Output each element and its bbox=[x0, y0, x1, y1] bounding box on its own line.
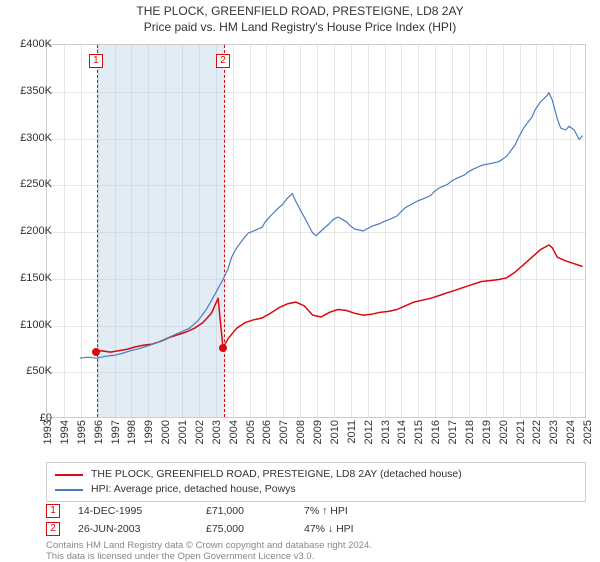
legend-label: THE PLOCK, GREENFIELD ROAD, PRESTEIGNE, … bbox=[91, 467, 462, 482]
series-price_paid bbox=[96, 245, 583, 352]
legend-item: HPI: Average price, detached house, Powy… bbox=[55, 482, 577, 497]
event-delta: 47% ↓ HPI bbox=[304, 523, 354, 535]
event-row: 2 26-JUN-2003 £75,000 47% ↓ HPI bbox=[46, 520, 586, 538]
x-tick-label: 2007 bbox=[278, 420, 290, 444]
line-layer bbox=[46, 44, 586, 418]
y-tick-label: £50K bbox=[8, 365, 52, 377]
legend-label: HPI: Average price, detached house, Powy… bbox=[91, 482, 296, 497]
x-tick-label: 2000 bbox=[160, 420, 172, 444]
x-tick-label: 2023 bbox=[548, 420, 560, 444]
event-number-box: 1 bbox=[46, 504, 60, 518]
chart-area: 12 bbox=[46, 44, 586, 418]
x-tick-label: 2018 bbox=[464, 420, 476, 444]
x-tick-label: 1993 bbox=[42, 420, 54, 444]
event-number-box: 2 bbox=[46, 522, 60, 536]
x-tick-label: 2015 bbox=[413, 420, 425, 444]
x-tick-label: 1998 bbox=[126, 420, 138, 444]
x-tick-label: 2021 bbox=[515, 420, 527, 444]
x-tick-label: 1997 bbox=[110, 420, 122, 444]
chart-title-line1: THE PLOCK, GREENFIELD ROAD, PRESTEIGNE, … bbox=[0, 4, 600, 18]
chart-title-block: THE PLOCK, GREENFIELD ROAD, PRESTEIGNE, … bbox=[0, 0, 600, 34]
y-tick-label: £300K bbox=[8, 132, 52, 144]
legend-swatch bbox=[55, 474, 83, 476]
event-price: £71,000 bbox=[206, 505, 286, 517]
event-marker-label: 2 bbox=[216, 54, 230, 68]
x-tick-label: 2002 bbox=[194, 420, 206, 444]
y-tick-label: £150K bbox=[8, 272, 52, 284]
x-tick-label: 1999 bbox=[143, 420, 155, 444]
x-tick-label: 2020 bbox=[498, 420, 510, 444]
x-tick-label: 2012 bbox=[363, 420, 375, 444]
event-marker-dot bbox=[92, 348, 100, 356]
event-date: 26-JUN-2003 bbox=[78, 523, 188, 535]
series-hpi bbox=[80, 93, 583, 359]
x-tick-label: 2019 bbox=[481, 420, 493, 444]
x-tick-label: 2022 bbox=[531, 420, 543, 444]
x-tick-label: 1994 bbox=[59, 420, 71, 444]
x-tick-label: 2017 bbox=[447, 420, 459, 444]
x-tick-label: 2004 bbox=[228, 420, 240, 444]
x-tick-label: 2001 bbox=[177, 420, 189, 444]
x-tick-label: 2011 bbox=[346, 420, 358, 444]
event-marker-dot bbox=[219, 344, 227, 352]
x-tick-label: 2025 bbox=[582, 420, 594, 444]
legend-swatch bbox=[55, 489, 83, 491]
y-tick-label: £400K bbox=[8, 38, 52, 50]
event-marker-label: 1 bbox=[89, 54, 103, 68]
legend: THE PLOCK, GREENFIELD ROAD, PRESTEIGNE, … bbox=[46, 462, 586, 502]
chart-title-line2: Price paid vs. HM Land Registry's House … bbox=[0, 20, 600, 34]
event-date: 14-DEC-1995 bbox=[78, 505, 188, 517]
footer-attribution: Contains HM Land Registry data © Crown c… bbox=[46, 540, 372, 562]
x-tick-label: 2003 bbox=[211, 420, 223, 444]
y-tick-label: £200K bbox=[8, 225, 52, 237]
x-tick-label: 2009 bbox=[312, 420, 324, 444]
x-tick-label: 2008 bbox=[295, 420, 307, 444]
x-tick-label: 2024 bbox=[565, 420, 577, 444]
x-tick-label: 1995 bbox=[76, 420, 88, 444]
x-tick-label: 1996 bbox=[93, 420, 105, 444]
footer-line1: Contains HM Land Registry data © Crown c… bbox=[46, 540, 372, 551]
x-tick-label: 2006 bbox=[261, 420, 273, 444]
event-delta: 7% ↑ HPI bbox=[304, 505, 348, 517]
x-tick-label: 2014 bbox=[396, 420, 408, 444]
legend-item: THE PLOCK, GREENFIELD ROAD, PRESTEIGNE, … bbox=[55, 467, 577, 482]
x-tick-label: 2005 bbox=[245, 420, 257, 444]
x-tick-label: 2010 bbox=[329, 420, 341, 444]
y-tick-label: £100K bbox=[8, 319, 52, 331]
y-tick-label: £250K bbox=[8, 178, 52, 190]
y-tick-label: £350K bbox=[8, 85, 52, 97]
event-row: 1 14-DEC-1995 £71,000 7% ↑ HPI bbox=[46, 502, 586, 520]
footer-line2: This data is licensed under the Open Gov… bbox=[46, 551, 372, 562]
x-tick-label: 2013 bbox=[380, 420, 392, 444]
event-price: £75,000 bbox=[206, 523, 286, 535]
x-tick-label: 2016 bbox=[430, 420, 442, 444]
event-table: 1 14-DEC-1995 £71,000 7% ↑ HPI 2 26-JUN-2003 £… bbox=[46, 502, 586, 538]
